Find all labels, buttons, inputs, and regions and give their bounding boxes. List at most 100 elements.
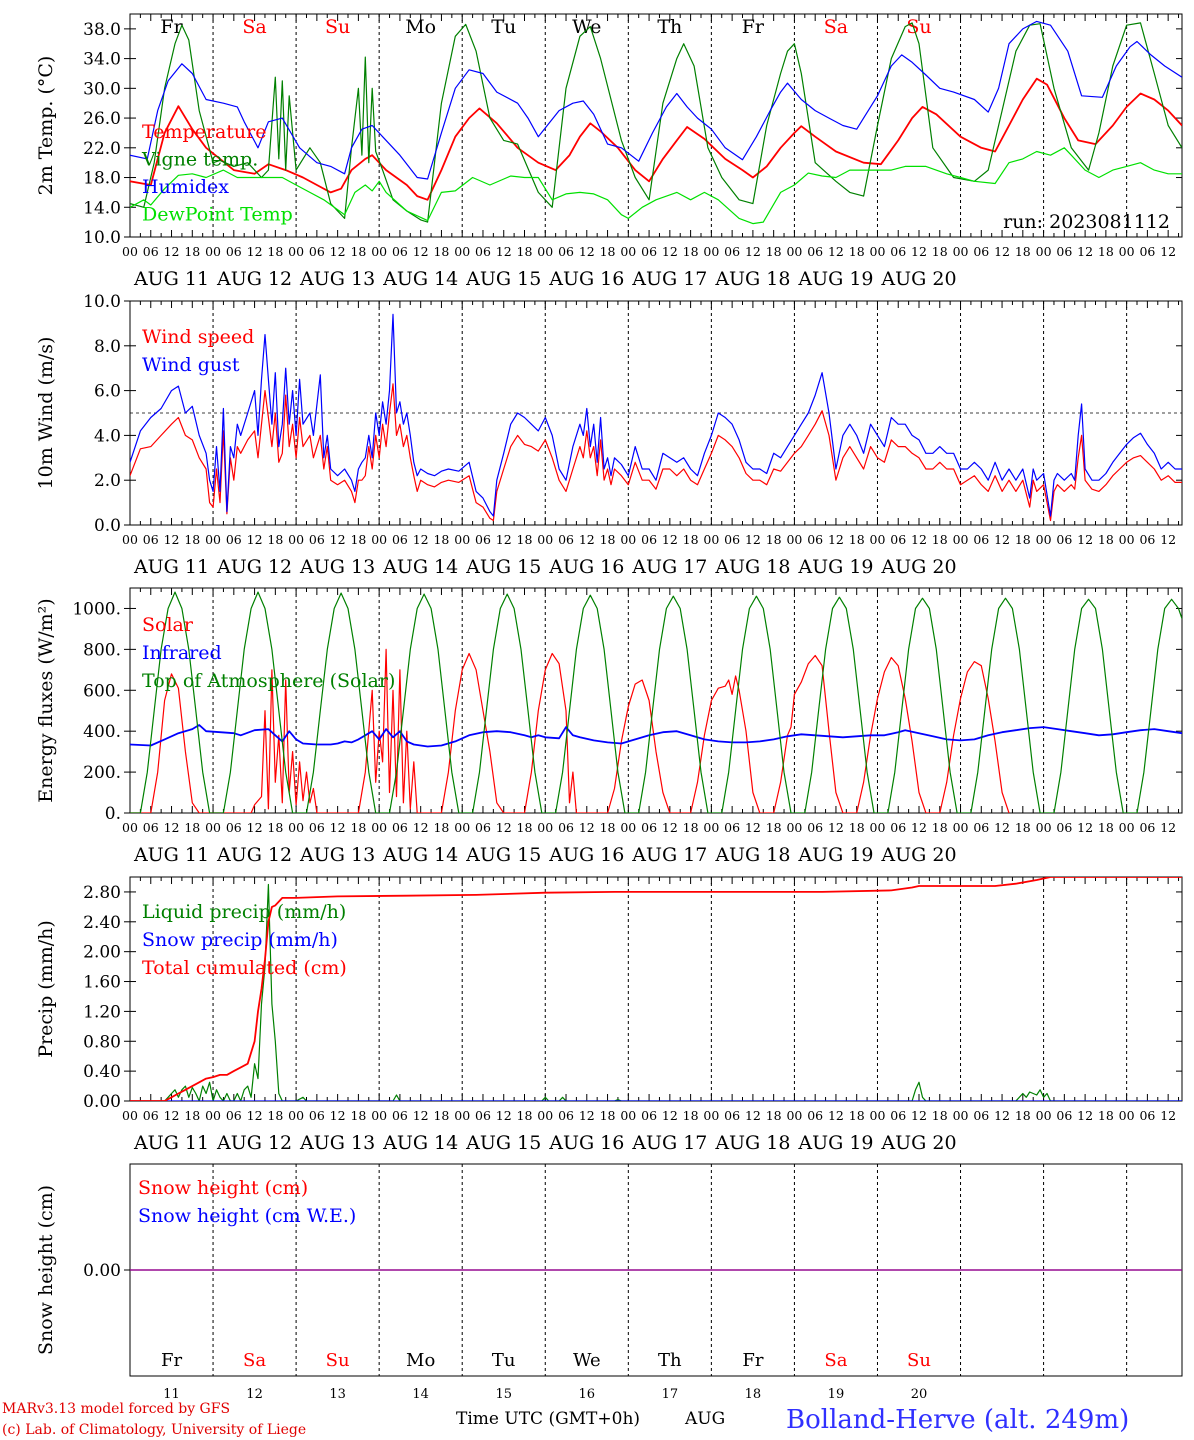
hour-tick-label: 12 bbox=[1077, 532, 1093, 547]
hour-tick-label: 00 bbox=[122, 820, 138, 835]
day-abbr-label: Sa bbox=[824, 16, 848, 38]
hour-tick-label: 00 bbox=[1036, 244, 1052, 259]
y-axis-label: Precip (mm/h) bbox=[35, 920, 57, 1058]
hour-tick-label: 00 bbox=[870, 532, 886, 547]
hour-tick-label: 06 bbox=[1139, 244, 1155, 259]
hour-tick-label: 00 bbox=[454, 820, 470, 835]
hour-tick-label: 12 bbox=[413, 820, 429, 835]
hour-tick-label: 06 bbox=[1056, 532, 1072, 547]
hour-tick-label: 06 bbox=[226, 244, 242, 259]
hour-tick-label: 12 bbox=[1077, 1108, 1093, 1123]
hour-tick-label: 12 bbox=[247, 820, 263, 835]
hour-tick-label: 18 bbox=[600, 532, 616, 547]
hour-tick-label: 06 bbox=[641, 244, 657, 259]
hour-tick-label: 18 bbox=[184, 1108, 200, 1123]
hour-tick-label: 12 bbox=[579, 1108, 595, 1123]
y-tick-label: 0.00 bbox=[83, 1261, 121, 1281]
hour-tick-label: 18 bbox=[517, 820, 533, 835]
hour-tick-label: 00 bbox=[1119, 820, 1135, 835]
hour-tick-label: 00 bbox=[537, 532, 553, 547]
legend-entry: Liquid precip (mm/h) bbox=[142, 901, 346, 923]
hour-tick-label: 06 bbox=[1056, 1108, 1072, 1123]
hour-tick-label: 18 bbox=[766, 244, 782, 259]
day-abbr-label: Th bbox=[658, 1350, 682, 1371]
hour-tick-label: 06 bbox=[558, 532, 574, 547]
hour-tick-label: 12 bbox=[745, 820, 761, 835]
hour-tick-label: 18 bbox=[267, 244, 283, 259]
hour-tick-label: 18 bbox=[433, 244, 449, 259]
hour-tick-label: 12 bbox=[330, 1108, 346, 1123]
y-tick-label: 0.80 bbox=[83, 1032, 121, 1052]
hour-tick-label: 12 bbox=[1160, 244, 1176, 259]
hour-tick-label: 00 bbox=[786, 244, 802, 259]
hour-tick-label: 12 bbox=[496, 820, 512, 835]
hour-tick-label: 18 bbox=[350, 244, 366, 259]
date-label: AUG 18 bbox=[714, 556, 790, 578]
hour-tick-label: 06 bbox=[143, 532, 159, 547]
day-number-label: 18 bbox=[745, 1387, 762, 1402]
hour-tick-label: 06 bbox=[392, 820, 408, 835]
hour-tick-label: 18 bbox=[1015, 820, 1031, 835]
date-label: AUG 15 bbox=[465, 556, 541, 578]
hour-tick-label: 18 bbox=[433, 820, 449, 835]
y-tick-label: 2.80 bbox=[83, 883, 121, 903]
y-tick-label: 8.0 bbox=[94, 337, 121, 357]
hour-tick-label: 12 bbox=[1160, 532, 1176, 547]
series-line-top-of-atmosphere-solar- bbox=[130, 591, 1182, 813]
hour-tick-label: 18 bbox=[932, 820, 948, 835]
hour-tick-label: 12 bbox=[496, 244, 512, 259]
date-label: AUG 18 bbox=[714, 844, 790, 866]
hour-tick-label: 00 bbox=[205, 244, 221, 259]
hour-tick-label: 00 bbox=[620, 820, 636, 835]
hour-tick-label: 12 bbox=[164, 532, 180, 547]
hour-tick-label: 06 bbox=[309, 1108, 325, 1123]
hour-tick-label: 18 bbox=[600, 820, 616, 835]
hour-tick-label: 12 bbox=[828, 244, 844, 259]
hour-tick-label: 18 bbox=[683, 1108, 699, 1123]
day-abbr-label: Sa bbox=[824, 1350, 847, 1371]
chart-panel-1: 00 06 12 18 00 06 12 18 00 06 12 18 00 06 12 18 00 06 12 18… bbox=[35, 13, 1183, 290]
day-abbr-label: Su bbox=[326, 1350, 350, 1371]
hour-tick-label: 18 bbox=[766, 1108, 782, 1123]
date-label: AUG 12 bbox=[216, 1132, 292, 1154]
hour-tick-label: 00 bbox=[205, 1108, 221, 1123]
hour-tick-label: 12 bbox=[994, 820, 1010, 835]
date-label: AUG 20 bbox=[880, 268, 956, 290]
y-axis-label: Snow height (cm) bbox=[35, 1185, 57, 1355]
hour-tick-label: 06 bbox=[309, 532, 325, 547]
legend-entry: Snow height (cm W.E.) bbox=[138, 1205, 356, 1227]
series-line-vigne-temp- bbox=[130, 22, 1182, 223]
date-label: AUG 18 bbox=[714, 268, 790, 290]
y-tick-label: 4.0 bbox=[94, 426, 121, 446]
day-number-label: 14 bbox=[412, 1387, 429, 1402]
hour-tick-label: 00 bbox=[371, 820, 387, 835]
hour-tick-label: 18 bbox=[932, 244, 948, 259]
hour-tick-label: 12 bbox=[662, 1108, 678, 1123]
hour-tick-label: 12 bbox=[828, 532, 844, 547]
hour-tick-label: 12 bbox=[164, 820, 180, 835]
date-label: AUG 14 bbox=[382, 844, 458, 866]
date-label: AUG 11 bbox=[133, 844, 209, 866]
hour-tick-label: 18 bbox=[517, 1108, 533, 1123]
hour-tick-label: 06 bbox=[475, 1108, 491, 1123]
legend-entry: Temperature bbox=[142, 121, 266, 143]
chart-panel-2: 00 06 12 18 00 06 12 18 00 06 12 18 00 06 12 18 00 06 12 18… bbox=[35, 292, 1183, 578]
date-label: AUG 13 bbox=[299, 844, 375, 866]
date-label: AUG 11 bbox=[133, 268, 209, 290]
footer-model-credit: MARv3.13 model forced by GFS bbox=[2, 1401, 230, 1417]
hour-tick-label: 00 bbox=[454, 244, 470, 259]
date-label: AUG 12 bbox=[216, 556, 292, 578]
hour-tick-label: 12 bbox=[413, 1108, 429, 1123]
hour-tick-label: 00 bbox=[288, 244, 304, 259]
y-tick-label: 400. bbox=[83, 722, 121, 742]
day-number-label: 19 bbox=[828, 1387, 845, 1402]
hour-tick-label: 00 bbox=[620, 1108, 636, 1123]
date-label: AUG 11 bbox=[133, 1132, 209, 1154]
hour-tick-label: 12 bbox=[247, 244, 263, 259]
date-label: AUG 20 bbox=[880, 844, 956, 866]
hour-tick-label: 00 bbox=[620, 244, 636, 259]
day-number-label: 13 bbox=[329, 1387, 346, 1402]
day-abbr-label: Mo bbox=[406, 1350, 435, 1371]
hour-tick-label: 18 bbox=[600, 244, 616, 259]
day-abbr-label: Th bbox=[657, 16, 682, 38]
